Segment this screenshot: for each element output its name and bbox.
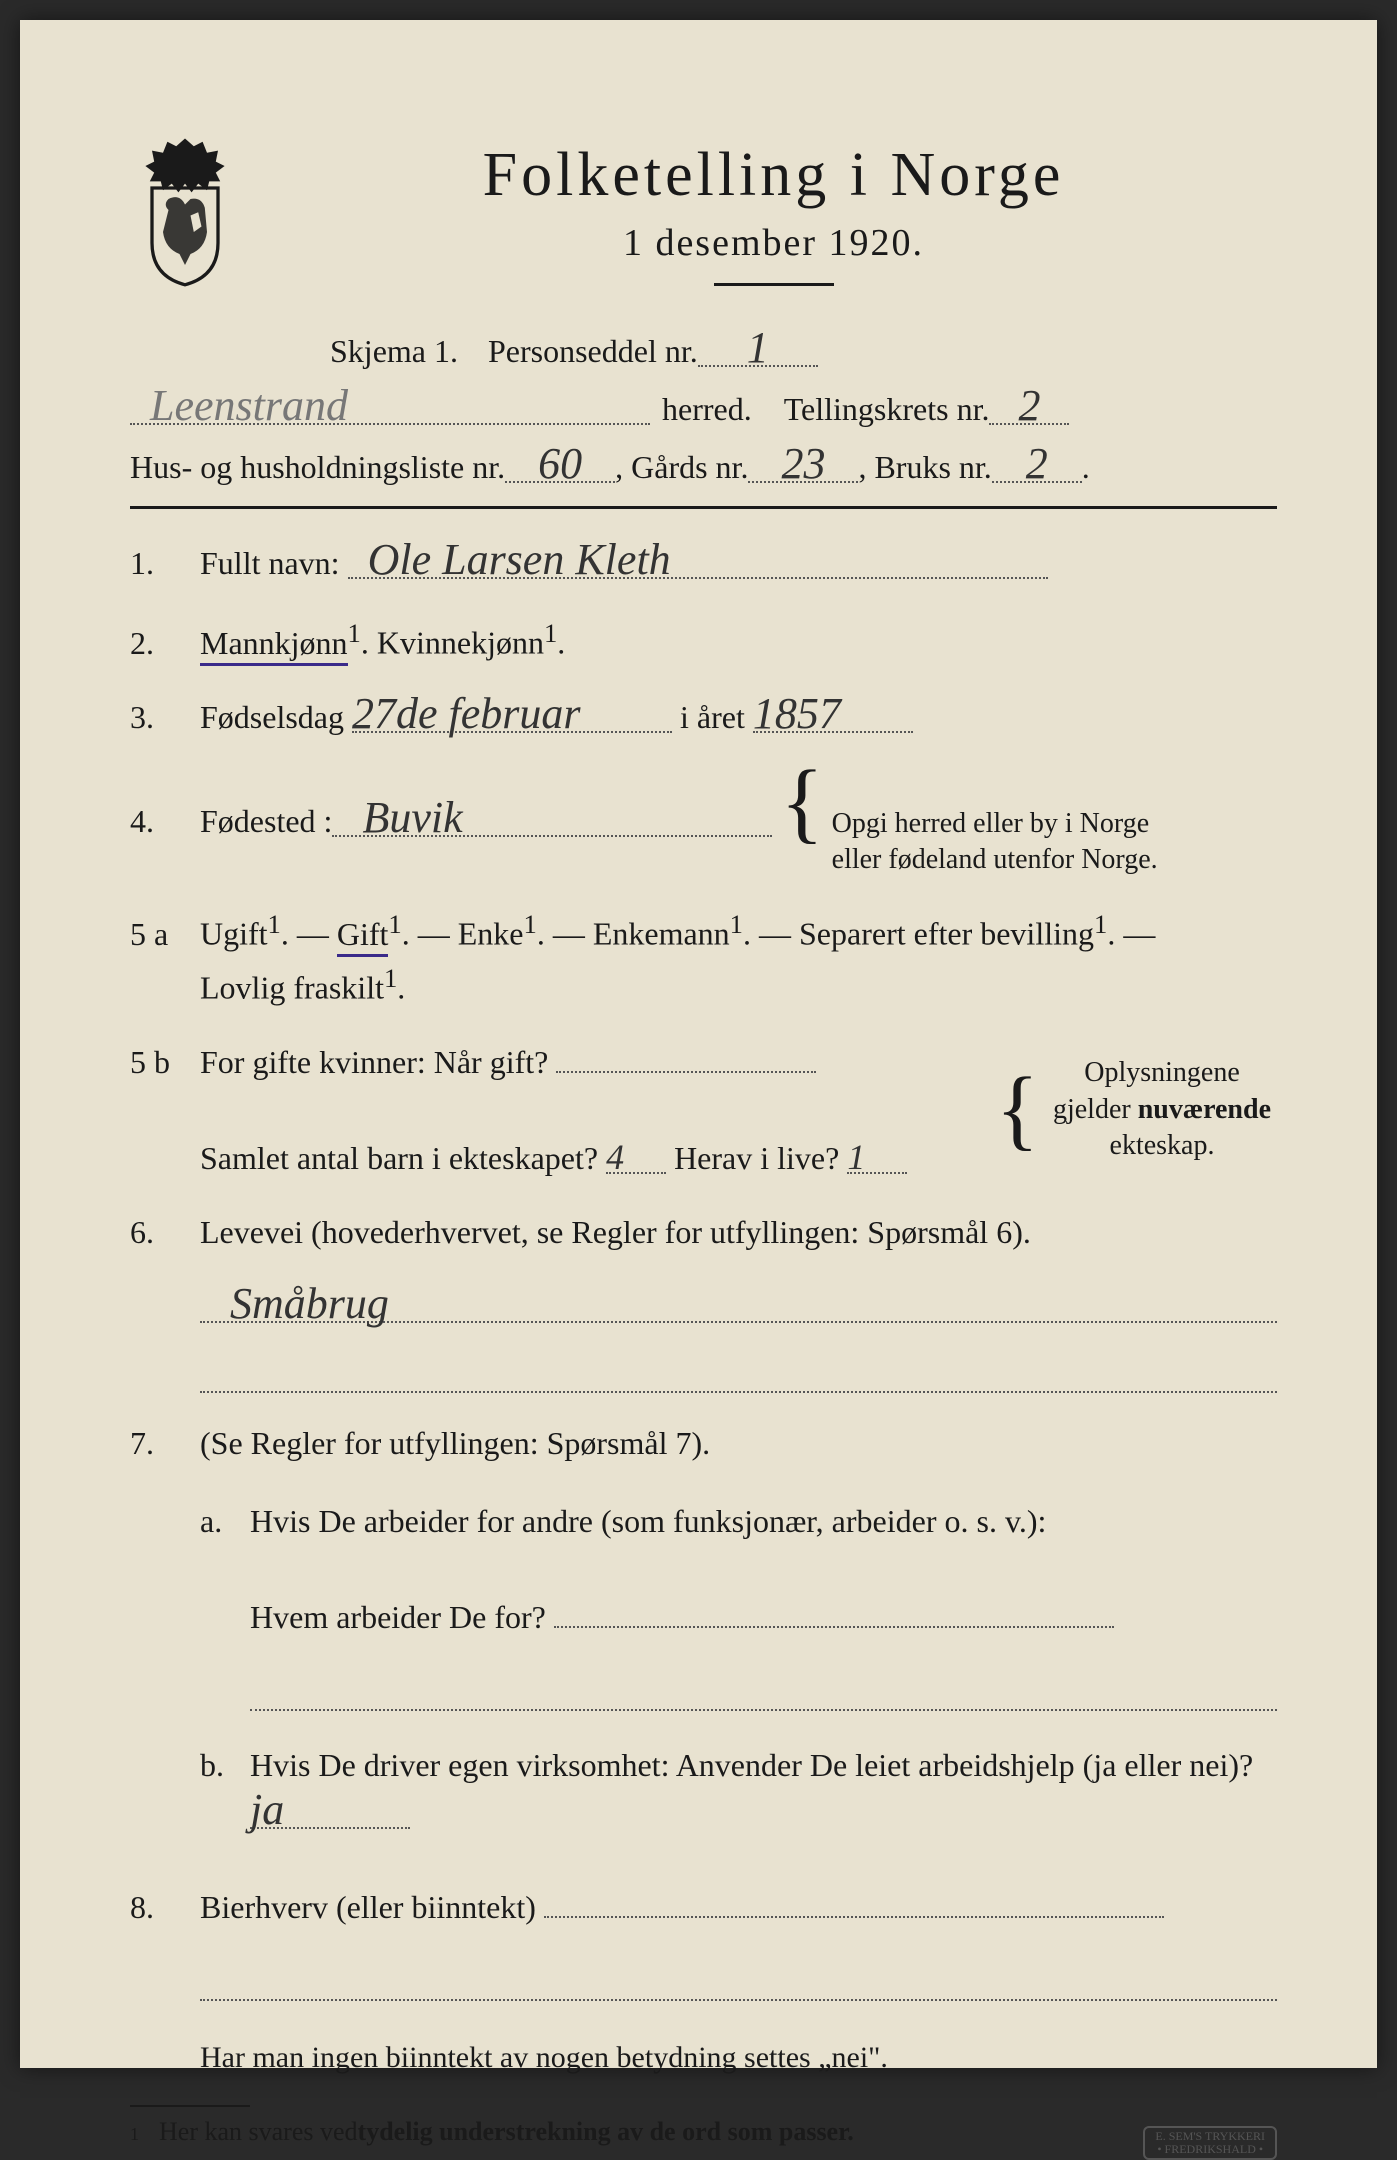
meta-row-2: Leenstrand herred. Tellingskrets nr. 2 (130, 388, 1277, 428)
q2-opt1: Mannkjønn (200, 625, 348, 666)
q4-note: Opgi herred eller by i Norge eller fødel… (832, 806, 1172, 879)
question-5b: 5 b For gifte kvinner: Når gift? Samlet … (130, 1038, 1277, 1182)
q5b-label2: Samlet antal barn i ekteskapet? (200, 1140, 598, 1176)
q4-label: Fødested : (200, 797, 332, 845)
q6-blank-line (200, 1363, 1277, 1393)
skjema-label: Skjema 1. (330, 333, 458, 370)
herred-label: herred. (662, 391, 752, 428)
q5a-num: 5 a (130, 910, 200, 958)
bruks-value: 2 (992, 446, 1082, 483)
q5a-opt0: Ugift (200, 916, 268, 952)
q2-num: 2. (130, 619, 200, 667)
title-rule (714, 283, 834, 286)
divider-top (130, 506, 1277, 509)
form-header: Folketelling i Norge 1 desember 1920. (130, 140, 1277, 290)
q7b-value: ja (250, 1792, 410, 1829)
bottom-note: Har man ingen biinntekt av nogen betydni… (130, 2041, 1277, 2075)
meta-row-1: Skjema 1. Personseddel nr. 1 (130, 330, 1277, 370)
printer-line1: E. SEM'S TRYKKERI (1155, 2130, 1265, 2143)
gards-label: , Gårds nr. (615, 449, 748, 486)
q3-day: 27de februar (352, 696, 672, 733)
q1-label: Fullt navn: (200, 545, 340, 581)
coat-of-arms-icon (130, 130, 240, 290)
q5a-opt1: Gift (337, 916, 389, 957)
brace-icon: { (780, 767, 823, 839)
q5b-total: 4 (606, 1143, 666, 1174)
q5a-opt2: Enke (458, 916, 524, 952)
husliste-label: Hus- og husholdningsliste nr. (130, 449, 505, 486)
q5b-label1: For gifte kvinner: Når gift? (200, 1044, 548, 1080)
q7a-text2: Hvem arbeider De for? (250, 1599, 546, 1635)
question-5a: 5 a Ugift1. — Gift1. — Enke1. — Enkemann… (130, 904, 1277, 1011)
q8-num: 8. (130, 1883, 200, 1931)
tellingskrets-value: 2 (989, 388, 1069, 425)
printer-stamp: E. SEM'S TRYKKERI • FREDRIKSHALD • (1143, 2126, 1277, 2160)
footnote-bold: tydelig understrekning av de ord som pas… (358, 2117, 854, 2147)
subtitle-date: 1 desember 1920. (270, 221, 1277, 265)
q8-blank-line (200, 1971, 1277, 2001)
q3-year: 1857 (753, 696, 913, 733)
q4-num: 4. (130, 797, 200, 845)
q7b-text: Hvis De driver egen virksomhet: Anvender… (250, 1747, 1253, 1783)
q5b-label3: Herav i live? (674, 1140, 839, 1176)
footnote-divider (130, 2105, 250, 2107)
footnote-sup: 1 (130, 2124, 139, 2145)
q7a-text1: Hvis De arbeider for andre (som funksjon… (250, 1503, 1046, 1539)
q1-value: Ole Larsen Kleth (348, 542, 1048, 579)
question-1: 1. Fullt navn: Ole Larsen Kleth (130, 539, 1277, 587)
q7a-letter: a. (200, 1497, 250, 1711)
q8-label: Bierhverv (eller biinntekt) (200, 1889, 536, 1925)
footnote-plain: Her kan svares ved (159, 2117, 358, 2147)
question-3: 3. Fødselsdag 27de februar i året 1857 (130, 693, 1277, 741)
q7a: a. Hvis De arbeider for andre (som funks… (200, 1497, 1277, 1711)
footnote-row: 1 Her kan svares ved tydelig understrekn… (130, 2117, 1277, 2160)
title-block: Folketelling i Norge 1 desember 1920. (270, 140, 1277, 286)
question-8: 8. Bierhverv (eller biinntekt) (130, 1883, 1277, 2001)
personseddel-label: Personseddel nr. (488, 333, 698, 370)
question-2: 2. Mannkjønn1. Kvinnekjønn1. (130, 613, 1277, 667)
q7a-blank-line (250, 1681, 1277, 1711)
q7b-letter: b. (200, 1741, 250, 1837)
bruks-label: , Bruks nr. (858, 449, 991, 486)
census-form-page: Folketelling i Norge 1 desember 1920. Sk… (20, 20, 1377, 2068)
q4-value: Buvik (332, 800, 772, 837)
q5a-opt3: Enkemann (593, 916, 730, 952)
q8-field (544, 1916, 1164, 1918)
brace-icon: { (996, 1074, 1039, 1146)
q5a-opt4: Separert efter bevilling (799, 916, 1094, 952)
printer-line2: • FREDRIKSHALD • (1155, 2143, 1265, 2156)
q5b-num: 5 b (130, 1038, 200, 1086)
meta-row-3: Hus- og husholdningsliste nr. 60 , Gårds… (130, 446, 1277, 486)
q6-label: Levevei (hovederhvervet, se Regler for u… (200, 1214, 1031, 1250)
q5b-alive: 1 (847, 1143, 907, 1174)
question-6: 6. Levevei (hovederhvervet, se Regler fo… (130, 1208, 1277, 1393)
q3-num: 3. (130, 693, 200, 741)
meta-section: Skjema 1. Personseddel nr. 1 Leenstrand … (130, 330, 1277, 486)
q6-value: Småbrug (200, 1286, 1277, 1323)
personseddel-value: 1 (698, 330, 818, 367)
husliste-value: 60 (505, 446, 615, 483)
question-7: 7. (Se Regler for utfyllingen: Spørsmål … (130, 1419, 1277, 1857)
q7b: b. Hvis De driver egen virksomhet: Anven… (200, 1741, 1277, 1837)
q3-label1: Fødselsdag (200, 699, 344, 735)
q3-label2: i året (680, 699, 745, 735)
q5b-note: Oplysningene gjelder nuværende ekteskap. (1047, 1055, 1277, 1164)
q2-sup2: 1 (544, 618, 557, 648)
q6-num: 6. (130, 1208, 200, 1256)
tellingskrets-label: Tellingskrets nr. (784, 391, 990, 428)
gards-value: 23 (748, 446, 858, 483)
question-4: 4. Fødested : Buvik { Opgi herred eller … (130, 767, 1277, 879)
q2-opt2: Kvinnekjønn (377, 625, 544, 661)
herred-value: Leenstrand (130, 388, 650, 425)
q7a-field (554, 1626, 1114, 1628)
q5a-opt5: Lovlig fraskilt (200, 970, 384, 1006)
q7-num: 7. (130, 1419, 200, 1467)
q5b-gift-field (556, 1071, 816, 1073)
q1-num: 1. (130, 539, 200, 587)
q7-label: (Se Regler for utfyllingen: Spørsmål 7). (200, 1419, 1277, 1467)
q2-sup1: 1 (348, 618, 361, 648)
main-title: Folketelling i Norge (270, 140, 1277, 211)
